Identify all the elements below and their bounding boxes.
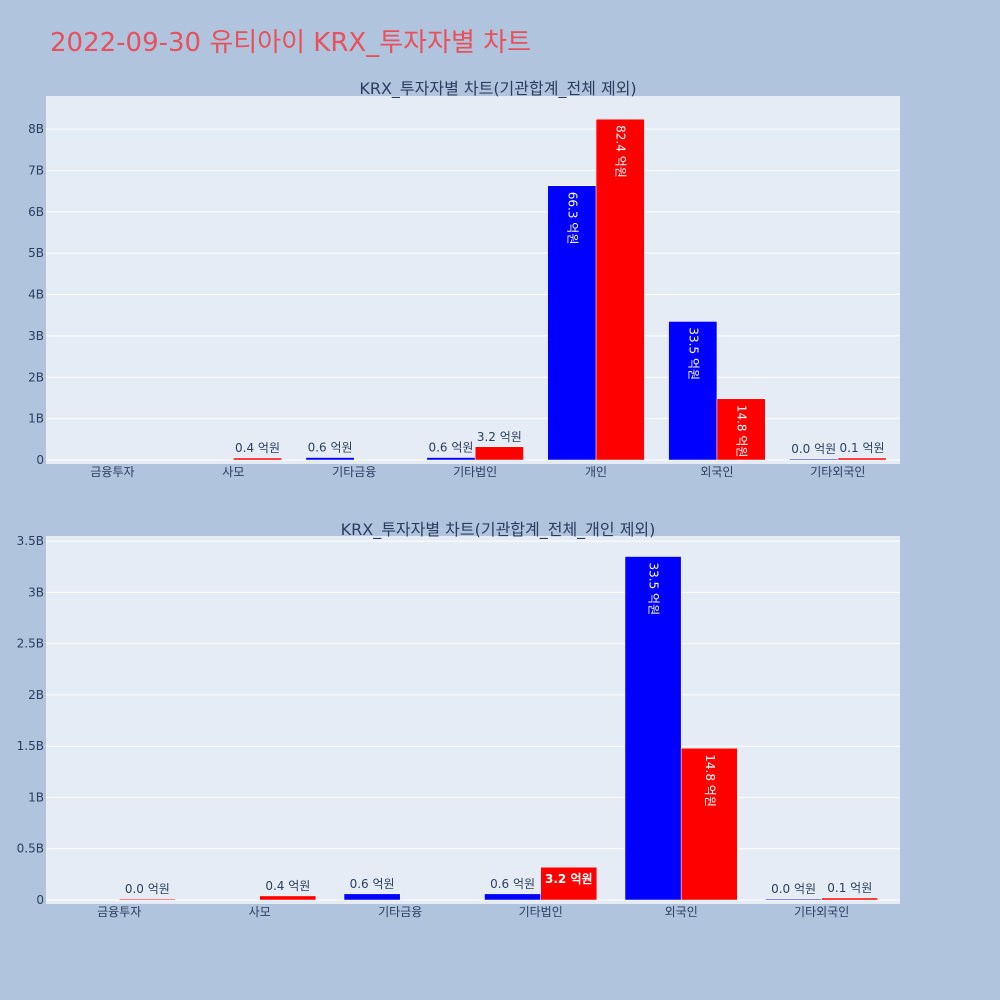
x-tick-label: 기타법인 [519, 905, 563, 919]
bar-label: 0.4 억원 [265, 879, 310, 893]
bar [789, 458, 839, 461]
bar-label: 0.6 억원 [490, 877, 535, 891]
y-tick-label: 6B [28, 205, 44, 219]
bar [426, 457, 476, 461]
x-tick-label: 사모 [222, 465, 244, 479]
x-tick-label: 외국인 [700, 465, 733, 479]
y-tick-label: 0.5B [17, 842, 44, 856]
y-tick-label: 2B [28, 370, 44, 384]
bar-label: 14.8 억원 [735, 405, 749, 458]
y-tick-label: 1B [28, 790, 44, 804]
bar [305, 457, 355, 461]
bar-label: 82.4 억원 [614, 125, 628, 178]
x-tick-label: 사모 [249, 905, 271, 919]
bar-label: 3.2 억원 [545, 872, 593, 886]
bar-label: 33.5 억원 [647, 563, 661, 616]
y-tick-label: 2.5B [17, 637, 44, 651]
y-tick-label: 1.5B [17, 739, 44, 753]
bar-label: 0.1 억원 [840, 441, 885, 455]
chart-title: KRX_투자자별 차트(기관합계_전체 제외) [359, 79, 636, 99]
bar [680, 747, 738, 901]
bar [595, 118, 645, 461]
page-title: 2022-09-30 유티아이 KRX_투자자별 차트 [50, 28, 532, 58]
y-tick-label: 1B [28, 412, 44, 426]
bar [821, 897, 879, 901]
bar [233, 457, 282, 461]
bar [540, 866, 598, 901]
bar-label: 0.4 억원 [235, 441, 280, 455]
plot-area [46, 96, 900, 464]
y-tick-label: 0 [36, 893, 44, 907]
bar [343, 893, 401, 901]
y-tick-label: 5B [28, 246, 44, 260]
bar-label: 0.6 억원 [428, 441, 473, 455]
plot-area [46, 536, 900, 904]
bar-label: 0.0 억원 [791, 442, 836, 456]
bar [765, 898, 822, 901]
bar-label: 0.0 억원 [771, 882, 816, 896]
bar-label: 3.2 억원 [477, 430, 522, 444]
bar-label: 66.3 억원 [565, 192, 579, 245]
bar [259, 895, 317, 901]
bar-label: 0.6 억원 [308, 441, 353, 455]
x-tick-label: 금융투자 [97, 905, 141, 919]
chart-1: 0 1B 2B 3B 4B 5B 6B 7B 8B KRX_투자자별 차트(기관합계_전체 제외)… [28, 79, 900, 479]
bar-label: 33.5 억원 [686, 327, 700, 380]
x-tick-label: 기타외국인 [810, 465, 865, 479]
bar [118, 898, 176, 901]
bar-label: 14.8 억원 [703, 754, 717, 807]
y-tick-label: 2B [28, 688, 44, 702]
x-tick-label: 금융투자 [90, 465, 134, 479]
x-tick-label: 기타금융 [378, 905, 422, 919]
x-tick-label: 기타법인 [453, 465, 497, 479]
y-tick-label: 8B [28, 122, 44, 136]
x-tick-label: 기타금융 [332, 465, 376, 479]
y-tick-label: 4B [28, 288, 44, 302]
bar [547, 185, 597, 461]
y-tick-label: 0 [36, 453, 44, 467]
x-tick-label: 기타외국인 [794, 905, 849, 919]
bar [474, 446, 524, 461]
bar [624, 556, 682, 901]
chart-title: KRX_투자자별 차트(기관합계_전체_개인 제외) [341, 520, 656, 540]
bar [837, 457, 887, 461]
bar-label: 0.1 억원 [827, 881, 872, 895]
y-tick-label: 3B [28, 329, 44, 343]
bar [716, 398, 766, 461]
y-tick-label: 7B [28, 163, 44, 177]
y-tick-label: 3B [28, 585, 44, 599]
bar [668, 321, 718, 461]
bar-label: 0.6 억원 [350, 877, 395, 891]
bar [484, 893, 541, 901]
y-tick-label: 3.5B [17, 534, 44, 548]
x-tick-label: 개인 [585, 465, 607, 479]
x-tick-label: 외국인 [665, 905, 698, 919]
bar-label: 0.0 억원 [125, 882, 170, 896]
chart-2: 0 0.5B 1B 1.5B 2B 2.5B 3B 3.5B KRX_투자자별 차트(기관합계_… [17, 520, 900, 919]
